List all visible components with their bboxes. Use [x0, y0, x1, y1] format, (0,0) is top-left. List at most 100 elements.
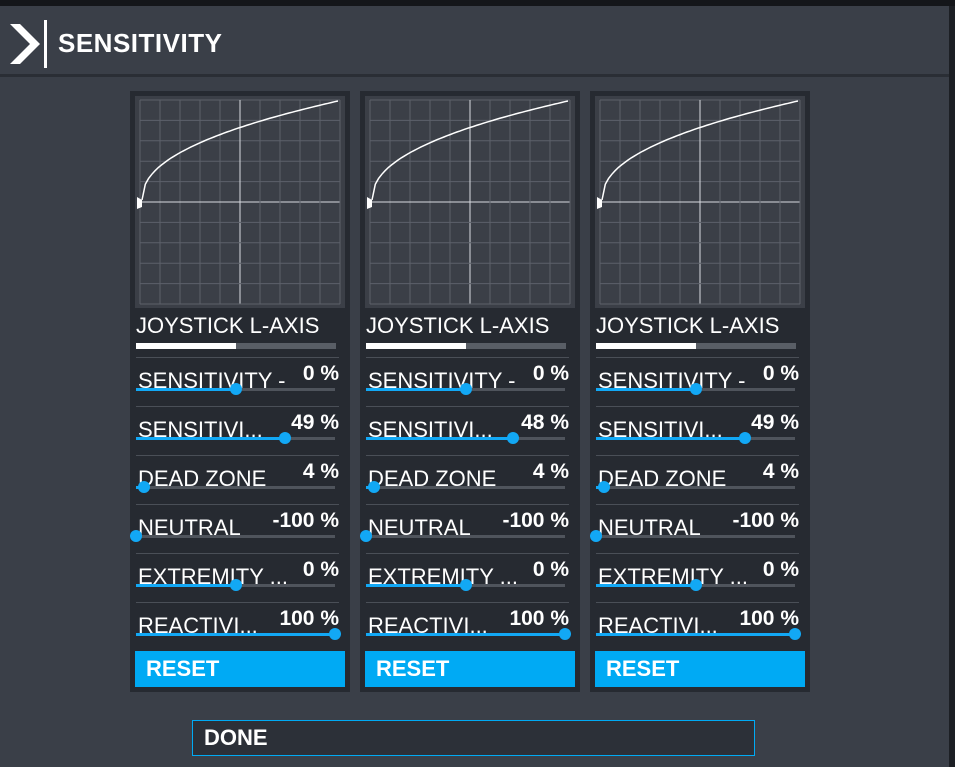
setting-value: -100 % — [732, 509, 799, 532]
slider-knob[interactable] — [689, 579, 702, 591]
setting-row-reactivity[interactable]: REACTIVI... 100 % — [366, 602, 571, 651]
slider-knob[interactable] — [360, 530, 372, 542]
axis-position-fill — [596, 343, 696, 349]
slider-knob[interactable] — [229, 579, 242, 591]
setting-slider[interactable] — [366, 628, 571, 640]
setting-slider[interactable] — [130, 530, 335, 542]
axis-label: JOYSTICK L-AXIS — [596, 313, 780, 338]
setting-row-sensitivity-plus[interactable]: SENSITIVI... 49 % — [136, 406, 339, 455]
reset-button[interactable]: RESET — [365, 651, 575, 687]
setting-value: -100 % — [272, 509, 339, 532]
setting-value: 4 % — [762, 460, 799, 483]
setting-row-extremity[interactable]: EXTREMITY ... 0 % — [596, 553, 799, 602]
slider-knob[interactable] — [459, 383, 472, 395]
setting-row-sensitivity-plus[interactable]: SENSITIVI... 49 % — [596, 406, 799, 455]
setting-row-sensitivity-minus[interactable]: SENSITIVITY - 0 % — [596, 357, 799, 406]
setting-row-extremity[interactable]: EXTREMITY ... 0 % — [136, 553, 339, 602]
setting-row-dead-zone[interactable]: DEAD ZONE 4 % — [136, 455, 339, 504]
axis-label: JOYSTICK L-AXIS — [136, 313, 320, 338]
slider-fill — [596, 633, 795, 636]
setting-row-neutral[interactable]: NEUTRAL -100 % — [590, 504, 799, 553]
slider-knob[interactable] — [229, 383, 242, 395]
setting-slider[interactable] — [596, 628, 801, 640]
slider-knob[interactable] — [279, 432, 292, 444]
setting-slider[interactable] — [596, 481, 795, 493]
slider-knob[interactable] — [789, 628, 801, 640]
slider-knob[interactable] — [507, 432, 520, 444]
setting-row-sensitivity-minus[interactable]: SENSITIVITY - 0 % — [136, 357, 339, 406]
axis-position-bar — [366, 343, 566, 349]
setting-slider[interactable] — [366, 383, 565, 395]
setting-value: 4 % — [302, 460, 339, 483]
slider-fill — [136, 584, 236, 587]
axis-label: JOYSTICK L-AXIS — [366, 313, 550, 338]
setting-value: -100 % — [502, 509, 569, 532]
slider-knob[interactable] — [367, 481, 380, 493]
setting-value: 100 % — [509, 607, 569, 630]
setting-row-neutral[interactable]: NEUTRAL -100 % — [360, 504, 569, 553]
slider-fill — [366, 633, 565, 636]
slider-fill — [136, 437, 286, 440]
slider-knob[interactable] — [590, 530, 602, 542]
sensitivity-curve-graph — [595, 96, 805, 308]
setting-row-neutral[interactable]: NEUTRAL -100 % — [130, 504, 339, 553]
setting-value: 4 % — [532, 460, 569, 483]
setting-slider[interactable] — [596, 432, 795, 444]
reset-button[interactable]: RESET — [595, 651, 805, 687]
slider-knob[interactable] — [739, 432, 752, 444]
sensitivity-curve-graph — [135, 96, 345, 308]
response-curve — [601, 100, 799, 201]
axis-position-fill — [366, 343, 466, 349]
slider-knob[interactable] — [597, 481, 610, 493]
slider-knob[interactable] — [559, 628, 571, 640]
done-button[interactable]: DONE — [192, 720, 755, 756]
setting-slider[interactable] — [136, 383, 335, 395]
setting-slider[interactable] — [596, 383, 795, 395]
slider-fill — [366, 437, 514, 440]
axis-position-bar — [596, 343, 796, 349]
setting-row-extremity[interactable]: EXTREMITY ... 0 % — [366, 553, 569, 602]
setting-value: 100 % — [279, 607, 339, 630]
back-chevron-icon[interactable] — [10, 24, 40, 64]
setting-row-sensitivity-minus[interactable]: SENSITIVITY - 0 % — [366, 357, 569, 406]
setting-value: 0 % — [302, 362, 339, 385]
axis-position-bar — [136, 343, 336, 349]
slider-knob[interactable] — [689, 383, 702, 395]
axis-position-fill — [136, 343, 236, 349]
setting-slider[interactable] — [596, 579, 795, 591]
slider-knob[interactable] — [130, 530, 142, 542]
slider-knob[interactable] — [329, 628, 341, 640]
setting-slider[interactable] — [136, 432, 335, 444]
slider-fill — [596, 388, 696, 391]
setting-slider[interactable] — [590, 530, 795, 542]
setting-slider[interactable] — [366, 579, 565, 591]
slider-knob[interactable] — [459, 579, 472, 591]
setting-row-reactivity[interactable]: REACTIVI... 100 % — [596, 602, 801, 651]
setting-slider[interactable] — [136, 481, 335, 493]
header-divider — [44, 20, 47, 68]
slider-fill — [136, 633, 335, 636]
setting-value: 0 % — [762, 558, 799, 581]
setting-row-sensitivity-plus[interactable]: SENSITIVI... 48 % — [366, 406, 569, 455]
setting-value: 0 % — [532, 558, 569, 581]
setting-value: 0 % — [302, 558, 339, 581]
setting-row-dead-zone[interactable]: DEAD ZONE 4 % — [366, 455, 569, 504]
header-bar: SENSITIVITY — [0, 6, 949, 77]
page-title: SENSITIVITY — [58, 28, 223, 58]
axis-panel-1: JOYSTICK L-AXIS SENSITIVITY - 0 % SENSIT… — [130, 91, 350, 692]
top-strip — [0, 0, 955, 6]
setting-slider[interactable] — [136, 579, 335, 591]
setting-slider[interactable] — [366, 432, 565, 444]
sensitivity-curve-graph — [365, 96, 575, 308]
setting-value: 0 % — [762, 362, 799, 385]
slider-fill — [136, 388, 236, 391]
setting-slider[interactable] — [366, 481, 565, 493]
setting-slider[interactable] — [360, 530, 565, 542]
setting-row-reactivity[interactable]: REACTIVI... 100 % — [136, 602, 341, 651]
right-edge — [949, 6, 955, 767]
axis-panel-3: JOYSTICK L-AXIS SENSITIVITY - 0 % SENSIT… — [590, 91, 810, 692]
slider-knob[interactable] — [137, 481, 150, 493]
setting-row-dead-zone[interactable]: DEAD ZONE 4 % — [596, 455, 799, 504]
reset-button[interactable]: RESET — [135, 651, 345, 687]
setting-slider[interactable] — [136, 628, 341, 640]
